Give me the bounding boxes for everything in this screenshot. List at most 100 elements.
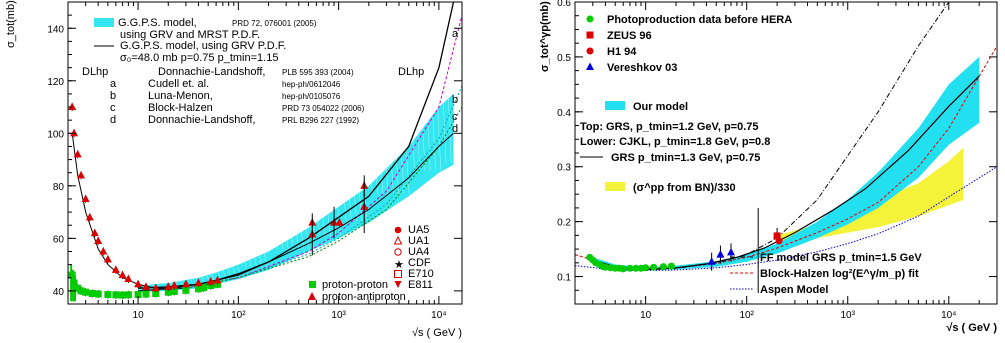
band-hatch (221, 266, 226, 278)
pp-point (170, 287, 178, 295)
band-hatch (342, 187, 347, 221)
band-hatch (248, 253, 252, 268)
y-tick-label: 120 (47, 77, 64, 88)
band-hatch (448, 95, 452, 163)
vereshkov-point (727, 247, 736, 256)
x-tick-label: 10³ (841, 310, 856, 321)
band-hatch (237, 266, 242, 278)
species-swatch (308, 292, 316, 300)
ppbar-point (73, 149, 82, 158)
ppbar-point (103, 254, 112, 263)
fit-line-low (71, 133, 186, 289)
curve-label: d (452, 123, 458, 135)
vereshkov-point (707, 257, 716, 265)
y-tick-label: 0.1 (557, 273, 571, 284)
y-tick-label: 0.5 (557, 53, 571, 64)
legend-text: H1 94 (607, 46, 637, 58)
our-model-band (592, 56, 980, 271)
photoproduction-point (632, 264, 640, 272)
curve-label: c (452, 111, 458, 123)
photoproduction-point (601, 263, 609, 271)
y-tick-label: 100 (47, 129, 64, 140)
pp-point (124, 291, 132, 299)
band-hatch (384, 148, 389, 195)
exp-name: E811 (408, 279, 433, 291)
legend-band-swatch (605, 101, 625, 110)
ppbar-point (85, 212, 94, 221)
x-axis-label: √s ( GeV ) (946, 322, 997, 334)
band-hatch (227, 266, 231, 278)
band-hatch (169, 279, 173, 287)
legend-text: (σ^pp from BN)/330 (633, 182, 736, 194)
x-tick-label: 10³ (331, 310, 346, 321)
ppbar-point (68, 102, 77, 111)
pp-point (194, 285, 202, 293)
model-name: Cudell et. al. (148, 78, 209, 90)
band-hatch (442, 95, 447, 163)
band-hatch (306, 229, 310, 250)
exp-marker (394, 248, 402, 256)
band-hatch (253, 253, 257, 268)
right-chart: 10 10² 10³ 10⁴ 0.1 0.2 0.3 0.4 0.5 0.6 σ_tot^γp(mb… (539, 0, 998, 334)
legend-band-swatch (94, 18, 114, 27)
ppbar-point (134, 279, 143, 288)
exp-name: UA1 (408, 235, 429, 247)
pp-point (77, 287, 85, 295)
exp-marker (394, 281, 402, 288)
ppbar-point (99, 246, 108, 255)
y-tick-label: 0.2 (557, 218, 571, 229)
curve-label: a (452, 28, 459, 40)
legend-text: Our model (633, 101, 688, 113)
model-ref: hep-ph/0105076 (282, 92, 341, 101)
aspen-curve (574, 166, 998, 272)
model-key: a (110, 78, 117, 90)
ggps-band (138, 93, 454, 293)
vereshkov-point (716, 250, 725, 258)
ppbar-point (70, 128, 79, 137)
y-tick-label: 80 (53, 182, 65, 193)
exp-name: UA5 (408, 224, 429, 236)
ppbar-point (77, 170, 86, 179)
model-ref: PLB 595 393 (2004) (282, 68, 354, 77)
h1-point (775, 237, 783, 245)
model-name: Donnachie-Landshoff, (148, 114, 255, 126)
band-hatch (264, 253, 268, 268)
zeus-point (773, 232, 781, 240)
model-ref: PRD 73 054022 (2006) (282, 104, 365, 113)
ppbar-point (124, 274, 133, 283)
legend-text: Photoproduction data before HERA (607, 14, 792, 26)
plot-frame (67, 1, 463, 305)
x-tick-label: 10² (231, 310, 246, 321)
photoproduction-point (626, 264, 634, 272)
model-ref: PRL B296 227 (1992) (282, 116, 359, 125)
band-hatch (358, 187, 363, 221)
photoproduction-point (619, 265, 627, 273)
x-tick-label: 10⁴ (941, 310, 956, 321)
band-hatch (437, 109, 442, 171)
band-hatch (421, 109, 426, 171)
y-tick-label: 0.3 (557, 163, 571, 174)
y-axis-label: σ_tot^γp(mb) (539, 1, 551, 72)
band-hatch (285, 229, 289, 250)
pp-point (200, 284, 208, 292)
curve-label: DLhp (398, 66, 424, 78)
band-hatch (321, 208, 326, 237)
photoproduction-point (659, 263, 667, 271)
ppbar-point (90, 228, 99, 237)
left-chart: 10 10² 10³ 10⁴ 40 60 80 100 120 140 σ_tot(mb) √s ( … (5, 0, 463, 339)
model-key: c (110, 102, 116, 114)
ppbar-point (206, 277, 215, 285)
ppbar-point (142, 282, 151, 290)
ppbar-point (151, 283, 160, 292)
legend-marker (586, 31, 594, 39)
band-hatch (353, 187, 357, 221)
exp-marker: ★ (394, 259, 404, 271)
photoproduction-point (667, 262, 675, 270)
ppbar-point (335, 218, 344, 226)
pp-point (112, 291, 120, 299)
band-hatch (274, 229, 279, 250)
band-hatch (411, 109, 415, 171)
band-hatch (269, 229, 273, 250)
pp-point (104, 291, 112, 299)
ff-model-curve (592, 1, 950, 270)
